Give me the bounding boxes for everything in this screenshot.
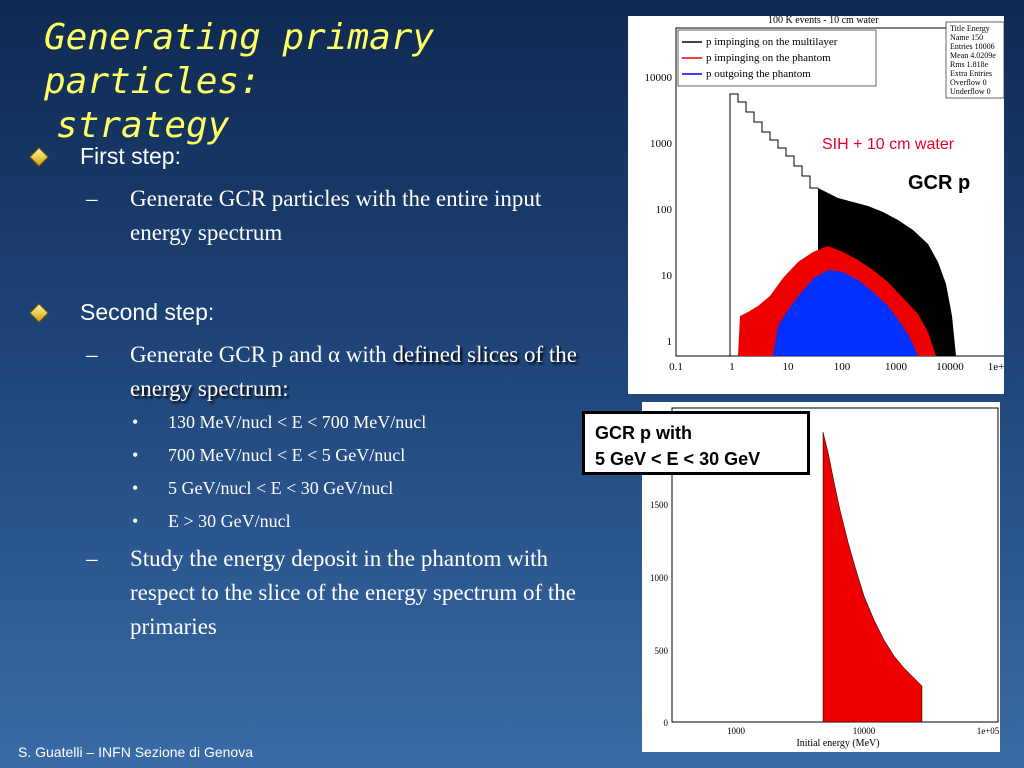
sub-bullet-generate-slices: – Generate GCR p and α with defined slic…	[30, 338, 580, 406]
svg-text:500: 500	[655, 646, 669, 656]
slice-label-box: GCR p with 5 GeV < E < 30 GeV	[582, 411, 810, 475]
energy-spectrum-plot: 100 K events - 10 cm water p impinging o…	[628, 15, 1007, 394]
title-line-2: strategy	[56, 105, 230, 146]
slice-item: • E > 30 GeV/nucl	[132, 511, 291, 531]
svg-text:10000: 10000	[853, 726, 876, 736]
plot1-y-ticks: 10000 1000 100 10 1	[645, 72, 673, 348]
plot1-top-title: 100 K events - 10 cm water	[768, 16, 879, 26]
svg-text:10000: 10000	[936, 361, 964, 373]
slice-item: • 130 MeV/nucl < E < 700 MeV/nucl	[132, 412, 427, 432]
slice-item: • 700 MeV/nucl < E < 5 GeV/nucl	[132, 445, 406, 465]
plot1-x-ticks: 0.1 1 10 100 1000 10000 1e+	[669, 361, 1004, 373]
legend-entry: p impinging on the multilayer	[706, 36, 838, 48]
svg-text:Rms 1.818e: Rms 1.818e	[950, 60, 989, 69]
svg-text:Overflow 0: Overflow 0	[950, 78, 987, 87]
legend-entry: p outgoing the phantom	[706, 68, 811, 80]
bullet-diamond-icon	[29, 147, 49, 167]
svg-text:Underflow 0: Underflow 0	[950, 87, 991, 96]
svg-text:0: 0	[664, 718, 669, 728]
bullet-second-step: Second step:	[29, 296, 610, 328]
svg-text:1000: 1000	[650, 573, 669, 583]
svg-text:10: 10	[661, 270, 673, 282]
bullet-first-step: First step:	[29, 140, 610, 172]
svg-text:1000: 1000	[885, 361, 908, 373]
energy-spectrum-svg: 100 K events - 10 cm water p impinging o…	[645, 15, 1007, 373]
svg-text:Name 150: Name 150	[950, 33, 983, 42]
hist-black-step	[729, 93, 818, 356]
slide-title: Generating primary particles: strategy	[44, 16, 624, 148]
svg-text:10000: 10000	[645, 72, 673, 84]
annotation-gcr: GCR p	[908, 172, 971, 194]
slice-label-line-1: GCR p with	[595, 423, 692, 443]
svg-text:10: 10	[783, 361, 795, 373]
svg-text:0.1: 0.1	[669, 361, 683, 373]
defined-slices-text: defined slices of the energy spectrum:	[130, 342, 578, 401]
slice-item: • 5 GeV/nucl < E < 30 GeV/nucl	[132, 478, 394, 498]
dash-marker: –	[86, 342, 98, 367]
stats-box: Title Energy Name 150 Entries 10006 Mean…	[950, 24, 996, 96]
slice-label-line-2: 5 GeV < E < 30 GeV	[595, 449, 761, 469]
dash-marker: –	[86, 186, 98, 211]
title-line-1: Generating primary particles:	[44, 17, 435, 102]
plot2-x-ticks: 1000 10000 1e+05	[727, 726, 1000, 736]
svg-text:100: 100	[834, 361, 851, 373]
dash-marker: –	[86, 546, 98, 571]
svg-text:1000: 1000	[727, 726, 746, 736]
svg-text:Mean 4.0209e: Mean 4.0209e	[950, 51, 996, 60]
sub-bullet-generate-all: – Generate GCR particles with the entire…	[30, 182, 580, 250]
slice-energy-svg: 1500 1000 500 0 1000 10000 1e+05 Initial…	[650, 407, 1000, 749]
bullet-diamond-icon	[29, 303, 49, 323]
svg-text:1: 1	[729, 361, 735, 373]
svg-text:Extra Entries: Extra Entries	[950, 69, 992, 78]
svg-text:Entries 10006: Entries 10006	[950, 42, 995, 51]
svg-text:1e+05: 1e+05	[977, 726, 1000, 736]
annotation-sih: SIH + 10 cm water	[822, 136, 955, 153]
svg-text:Title Energy: Title Energy	[950, 24, 990, 33]
hist-red-slice	[822, 431, 923, 723]
hist-blue-dense	[773, 270, 918, 356]
bullet-list: First step: – Generate GCR particles wit…	[29, 140, 610, 644]
plot2-xlabel: Initial energy (MeV)	[796, 738, 879, 749]
svg-text:1: 1	[667, 336, 673, 348]
svg-text:1500: 1500	[650, 500, 669, 510]
plot2-y-ticks: 1500 1000 500 0	[650, 500, 669, 728]
svg-text:100: 100	[656, 204, 673, 216]
svg-text:1e+: 1e+	[988, 361, 1004, 373]
sub-bullet-study: – Study the energy deposit in the phanto…	[30, 542, 580, 644]
legend-entry: p impinging on the phantom	[706, 52, 831, 64]
svg-text:1000: 1000	[650, 138, 673, 150]
footer-credit: S. Guatelli – INFN Sezione di Genova	[18, 744, 254, 760]
